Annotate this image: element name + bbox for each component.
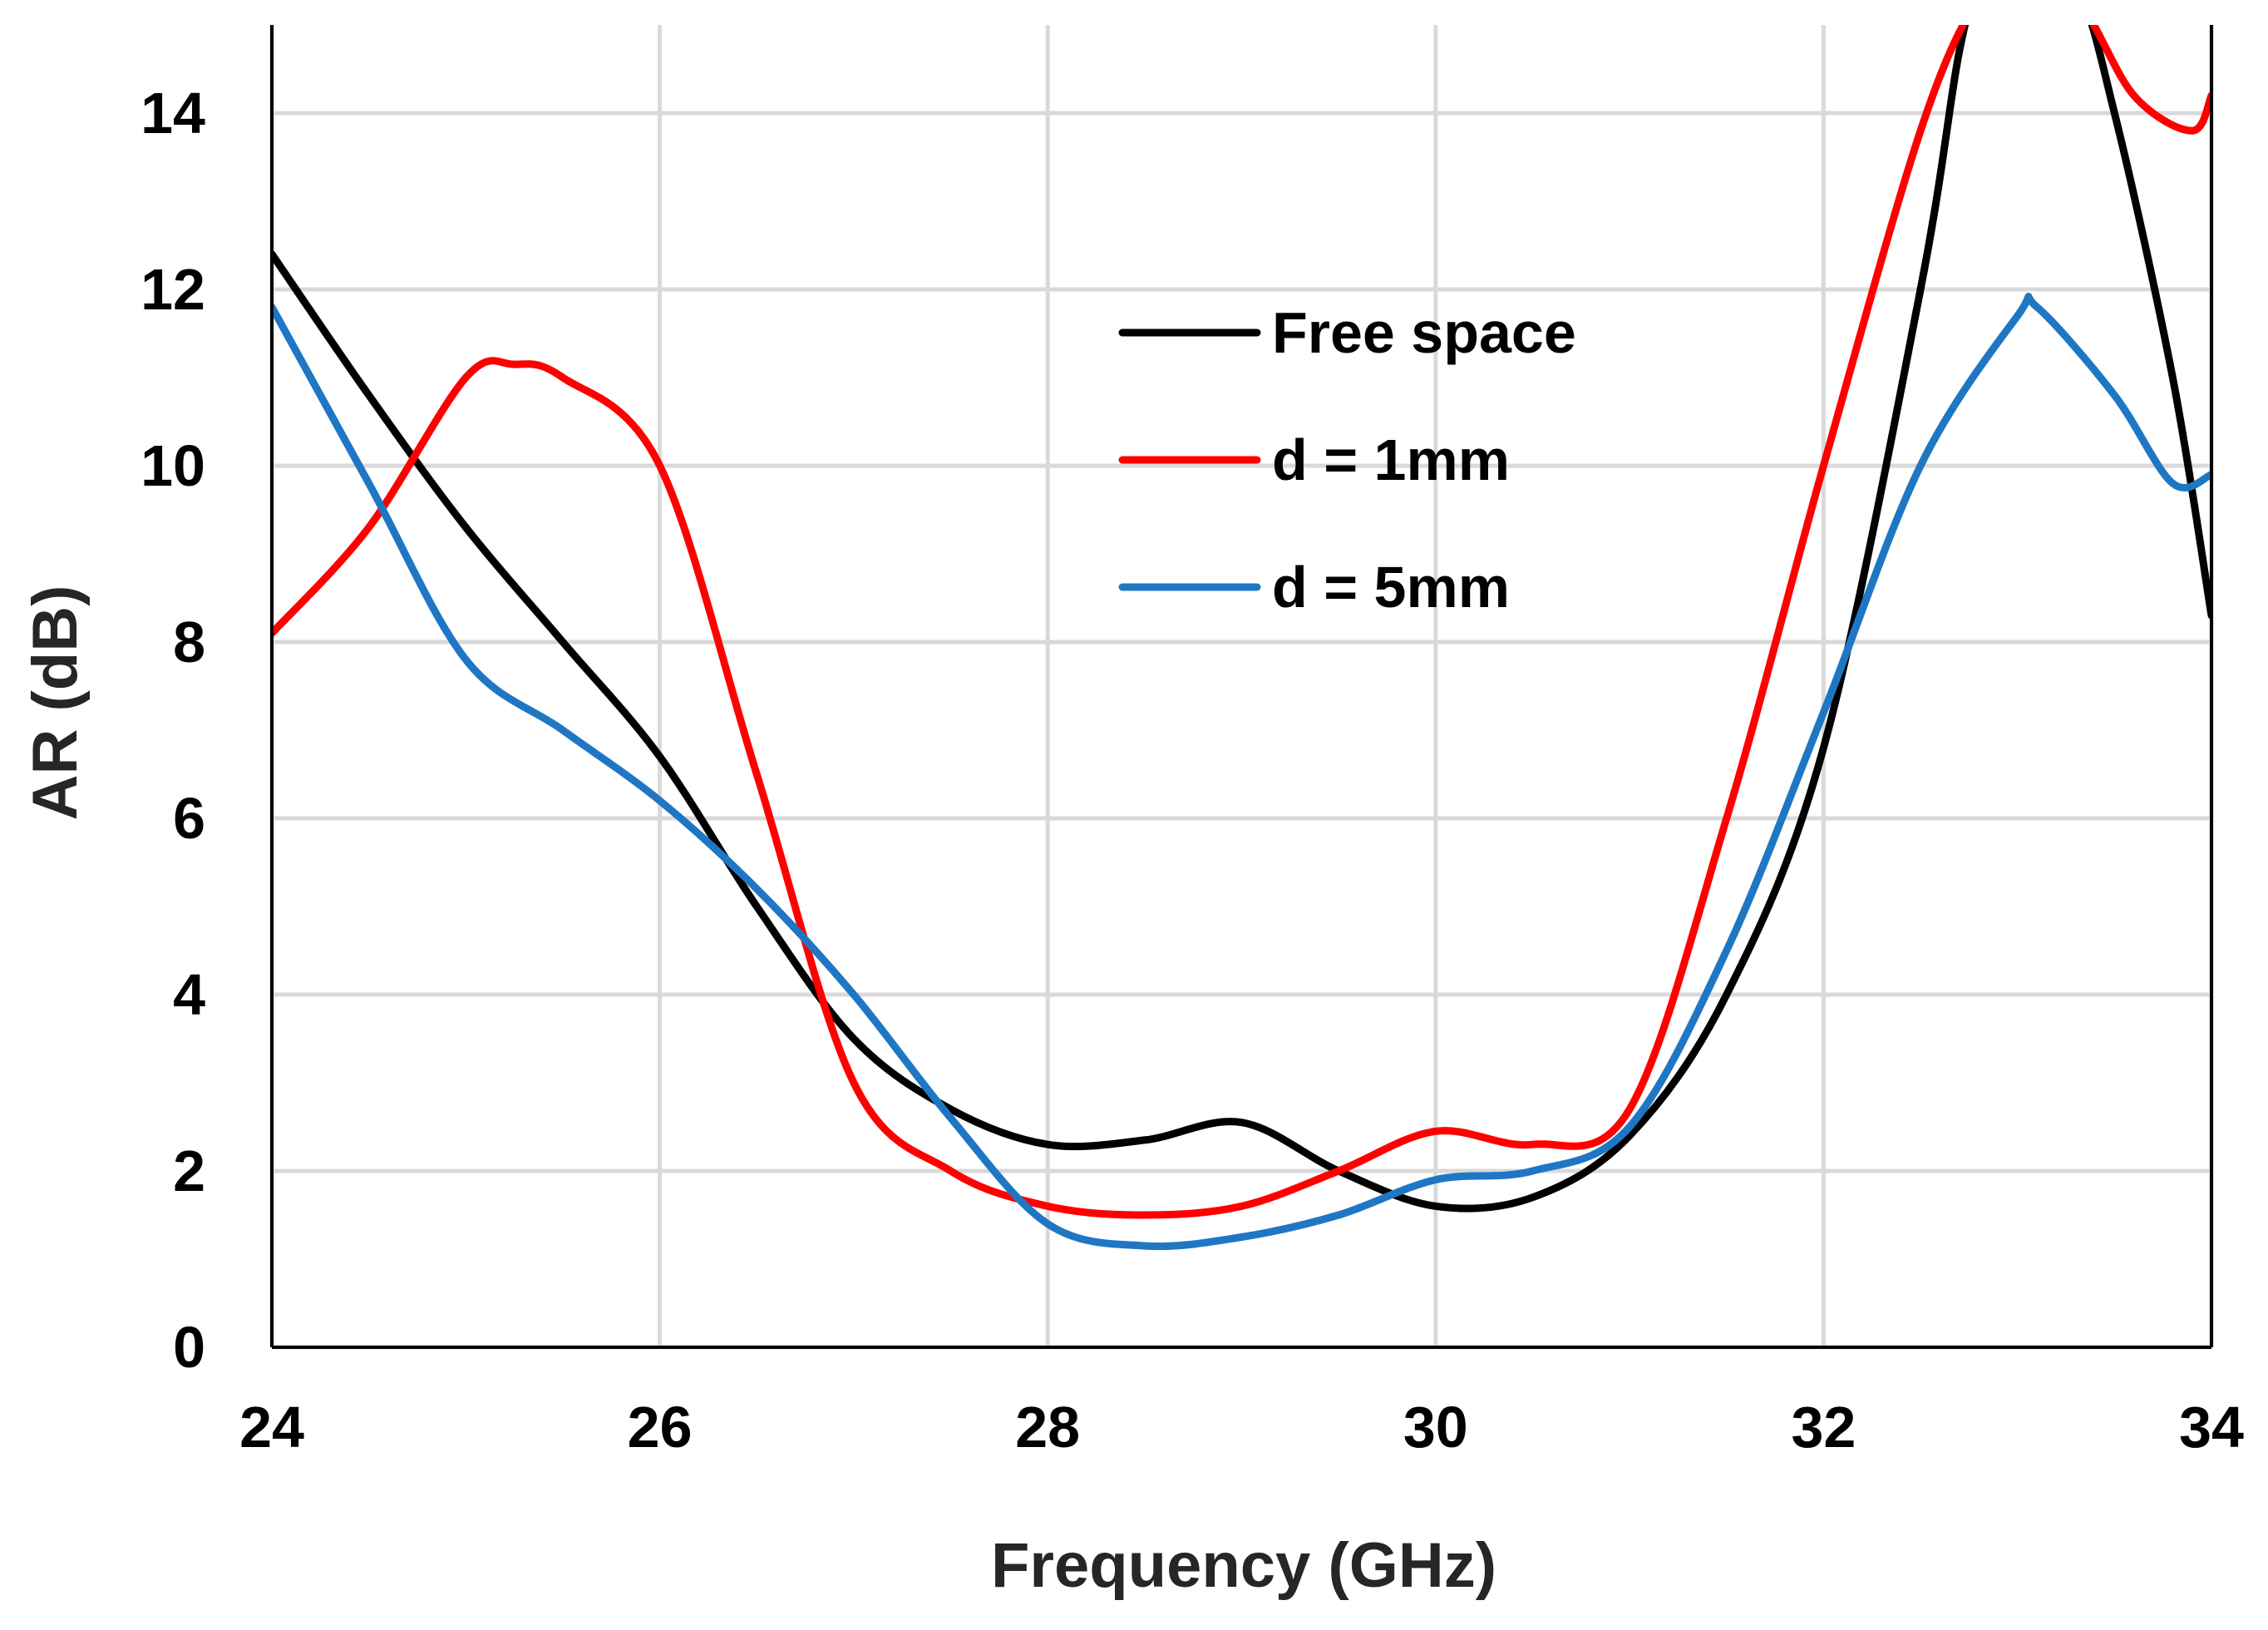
y-tick-label: 4	[173, 962, 205, 1027]
y-tick-label: 14	[141, 81, 205, 146]
legend-item: d = 1mm	[1118, 427, 1510, 492]
series-line-d-5mm	[272, 293, 2211, 1251]
series-line-free-space	[272, 25, 2211, 1213]
legend-label: Free space	[1272, 300, 1576, 365]
axes	[270, 25, 2213, 1349]
y-tick-label: 0	[173, 1315, 205, 1380]
y-tick-label: 12	[141, 257, 205, 322]
x-tick-label: 32	[1791, 1395, 1856, 1460]
legend: Free space d = 1mm d = 5mm	[1118, 300, 1576, 620]
legend-label: d = 1mm	[1272, 427, 1510, 492]
x-tick-label: 34	[2179, 1395, 2244, 1460]
legend-item: Free space	[1118, 300, 1576, 365]
series-lines	[272, 25, 2211, 1251]
x-axis-label: Frequency (GHz)	[991, 1530, 1496, 1601]
x-tick-label: 24	[239, 1395, 304, 1460]
x-tick-label: 30	[1403, 1395, 1468, 1460]
axis-labels: Frequency (GHz) AR (dB)	[20, 585, 1496, 1601]
legend-label: d = 5mm	[1272, 555, 1510, 620]
y-axis-label: AR (dB)	[20, 585, 91, 821]
x-tick-label: 28	[1015, 1395, 1080, 1460]
y-tick-label: 8	[173, 610, 205, 674]
legend-item: d = 5mm	[1118, 555, 1510, 620]
y-tick-label: 6	[173, 786, 205, 851]
x-tick-label: 26	[628, 1395, 693, 1460]
series-line-d-1mm	[272, 25, 2211, 1219]
y-tick-label: 10	[141, 433, 205, 498]
grid	[269, 25, 2214, 1350]
y-tick-label: 2	[173, 1139, 205, 1203]
